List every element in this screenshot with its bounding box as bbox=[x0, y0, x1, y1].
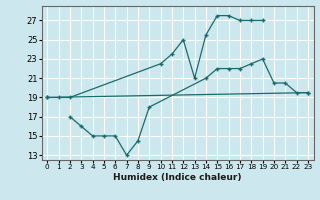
X-axis label: Humidex (Indice chaleur): Humidex (Indice chaleur) bbox=[113, 173, 242, 182]
